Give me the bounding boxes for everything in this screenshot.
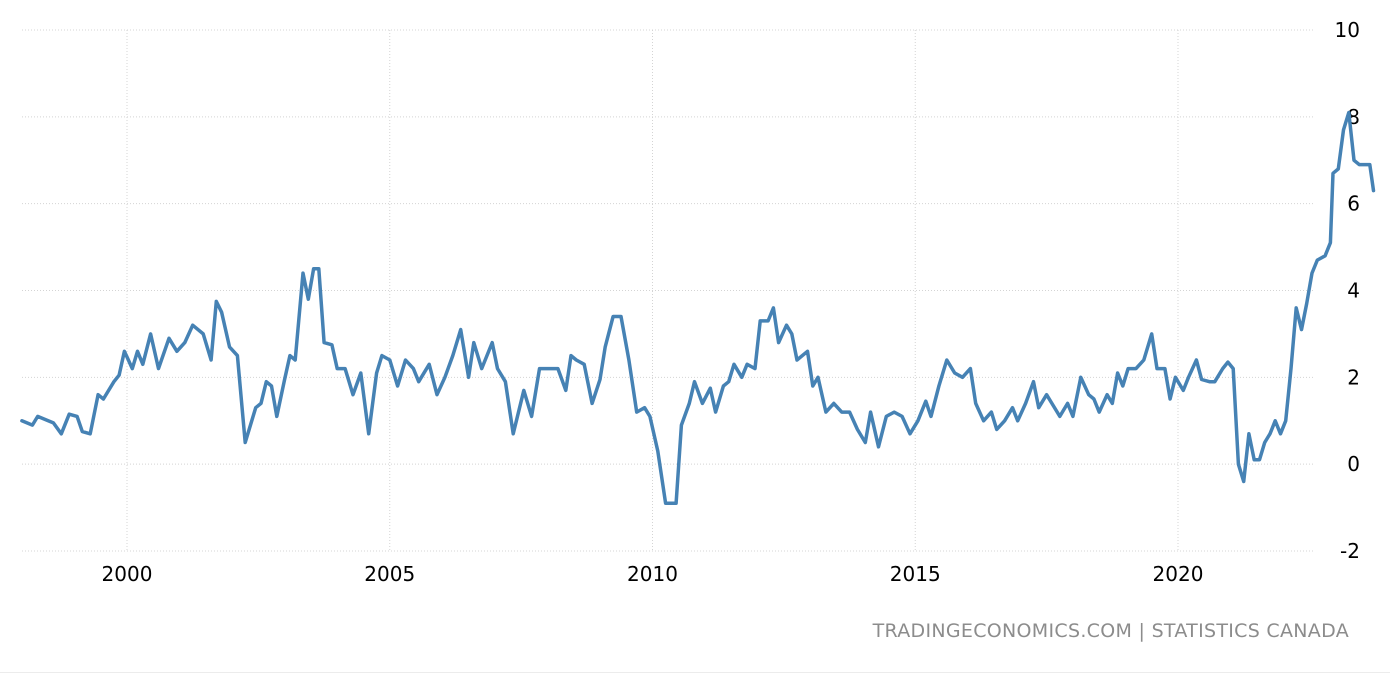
grid-lines — [22, 29, 1315, 552]
series-layer — [20, 110, 1376, 505]
y-tick-label: 0 — [1347, 452, 1360, 476]
x-tick-label: 2000 — [102, 562, 153, 586]
x-tick-label: 2015 — [890, 562, 941, 586]
x-tick-label: 2010 — [627, 562, 678, 586]
y-tick-label: 6 — [1347, 192, 1360, 216]
y-tick-label: 2 — [1347, 365, 1360, 389]
series-line-0 — [20, 110, 1376, 505]
x-tick-label: 2005 — [364, 562, 415, 586]
source-credit: TRADINGECONOMICS.COM | STATISTICS CANADA — [872, 620, 1349, 642]
x-axis-tick-labels: 2000 2005 2010 2015 2020 — [102, 562, 1204, 586]
y-tick-label: 10 — [1335, 18, 1360, 42]
y-tick-label: -2 — [1340, 539, 1360, 563]
y-tick-label: 4 — [1347, 279, 1360, 303]
x-tick-label: 2020 — [1153, 562, 1204, 586]
footer-divider — [0, 672, 1390, 673]
